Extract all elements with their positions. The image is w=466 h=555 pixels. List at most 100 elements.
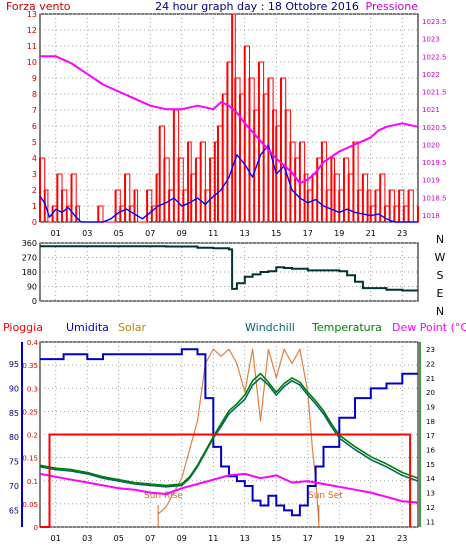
wind-y-tick: 2 [32, 186, 37, 195]
compass-label: N [436, 305, 444, 318]
temperature-y-tick: 20 [426, 389, 435, 397]
compass-label: S [437, 269, 444, 282]
wind-y-tick: 10 [27, 58, 37, 67]
climate-x-tick: 19 [334, 534, 344, 543]
chart-title: 24 hour graph day : 18 Ottobre 2016 [155, 0, 359, 13]
temperature-line [39, 372, 419, 487]
temperature-y-tick: 21 [426, 375, 435, 383]
temperature-y-tick: 14 [426, 475, 435, 483]
climate-x-tick: 07 [145, 534, 155, 543]
pressure-y-tick: 1021 [422, 106, 440, 114]
direction-y-tick: 270 [22, 254, 37, 263]
temperature-y-tick: 13 [426, 490, 435, 498]
wind-y-tick: 12 [27, 26, 37, 35]
pressure-y-tick: 1018.5 [422, 194, 447, 202]
wind-speed-line [39, 144, 418, 223]
pressure-y-tick: 1019.5 [422, 159, 447, 167]
wind-y-tick: 7 [32, 106, 37, 115]
climate-x-tick: 23 [397, 534, 407, 543]
wind-x-tick: 17 [303, 229, 313, 238]
temperature-y-tick: 22 [426, 361, 435, 369]
wind-x-tick: 01 [51, 229, 61, 238]
compass-label: N [436, 233, 444, 246]
pressure-y-tick: 1020 [422, 141, 440, 149]
climate-x-tick: 21 [366, 534, 376, 543]
legend-umidita: Umidita [66, 321, 109, 334]
wind-x-tick: 11 [208, 229, 218, 238]
climate-x-tick: 15 [271, 534, 281, 543]
humidity-y-tick: 85 [9, 409, 19, 418]
humidity-y-tick: 80 [9, 433, 19, 442]
rain-y-tick: 0.1 [27, 478, 38, 486]
legend-windchill: Windchill [245, 321, 295, 334]
wind-axis-title: Forza vento [6, 0, 71, 13]
pressure-y-tick: 1023.5 [422, 18, 447, 26]
legend-pioggia: Pioggia [3, 321, 43, 334]
climate-x-tick: 03 [82, 534, 92, 543]
legend-dewpoint: Dew Point (°C) [392, 321, 466, 334]
wind-x-tick: 13 [240, 229, 250, 238]
wind-x-tick: 05 [114, 229, 124, 238]
rain-line [40, 433, 412, 528]
wind-x-tick: 03 [82, 229, 92, 238]
direction-y-tick: 0 [32, 297, 37, 306]
wind-y-tick: 6 [32, 122, 37, 131]
wind-y-tick: 4 [32, 154, 37, 163]
gust-line [40, 13, 419, 223]
wind-y-tick: 1 [32, 202, 37, 211]
rain-y-tick: 0.4 [27, 339, 39, 347]
wind-x-tick: 15 [271, 229, 281, 238]
humidity-y-tick: 90 [9, 384, 19, 393]
sunset-label: Sun Set [308, 491, 343, 501]
rain-y-tick: 0.2 [27, 432, 38, 440]
climate-x-tick: 17 [303, 534, 313, 543]
temperature-y-tick: 12 [426, 504, 435, 512]
humidity-y-tick: 95 [9, 360, 19, 369]
climate-x-tick: 09 [177, 534, 187, 543]
direction-y-tick: 180 [22, 268, 37, 277]
pressure-y-tick: 1022.5 [422, 53, 447, 61]
climate-x-tick: 11 [208, 534, 218, 543]
pressure-y-tick: 1023 [422, 36, 440, 44]
pressure-line [40, 55, 419, 185]
wind-x-tick: 21 [366, 229, 376, 238]
direction-y-tick: 90 [27, 283, 37, 292]
rain-y-tick: 0.05 [22, 501, 38, 509]
pressure-y-tick: 1021.5 [422, 89, 447, 97]
climate-x-tick: 13 [240, 534, 250, 543]
wind-x-tick: 19 [334, 229, 344, 238]
climate-x-tick: 05 [114, 534, 124, 543]
wind-y-tick: 3 [32, 170, 37, 179]
windchill-line [39, 377, 419, 488]
temperature-y-tick: 16 [426, 447, 435, 455]
rain-y-tick: 0.25 [22, 408, 38, 416]
legend-temperatura: Temperatura [311, 321, 382, 334]
direction-y-tick: 360 [22, 239, 37, 248]
rain-y-tick: 0.35 [22, 362, 38, 370]
wind-x-tick: 09 [177, 229, 187, 238]
temperature-y-tick: 11 [426, 518, 435, 526]
wind-y-tick: 9 [32, 74, 37, 83]
compass-label: E [437, 287, 444, 300]
legend-solar: Solar [118, 321, 147, 334]
humidity-line [40, 348, 418, 517]
temperature-y-tick: 18 [426, 418, 435, 426]
dewpoint-line [39, 472, 419, 504]
pressure-y-tick: 1019 [422, 177, 440, 185]
climate-x-tick: 01 [51, 534, 61, 543]
pressure-y-tick: 1018 [422, 212, 440, 220]
direction-line [40, 245, 418, 292]
wind-panel-frame [39, 13, 419, 223]
temperature-y-tick: 23 [426, 346, 435, 354]
pressure-y-tick: 1020.5 [422, 124, 447, 132]
wind-y-tick: 11 [27, 42, 37, 51]
wind-y-tick: 5 [32, 138, 37, 147]
solar-line [157, 348, 320, 522]
wind-y-tick: 13 [27, 10, 37, 19]
pressure-y-tick: 1022 [422, 71, 440, 79]
pressure-axis-title: Pressione [366, 0, 419, 13]
compass-label: W [435, 251, 446, 264]
wind-y-tick: 0 [32, 218, 37, 227]
